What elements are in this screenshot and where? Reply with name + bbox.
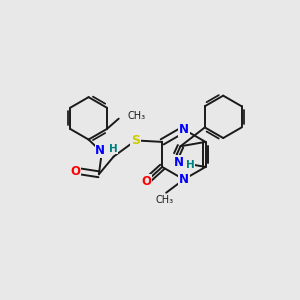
Text: N: N: [179, 173, 189, 186]
Text: H: H: [109, 144, 117, 154]
Text: O: O: [70, 165, 80, 178]
Text: S: S: [131, 134, 140, 147]
Text: N: N: [179, 123, 189, 136]
Text: CH₃: CH₃: [128, 111, 146, 121]
Text: H: H: [186, 160, 194, 170]
Text: O: O: [141, 175, 151, 188]
Text: CH₃: CH₃: [156, 195, 174, 205]
Text: N: N: [174, 156, 184, 169]
Text: N: N: [95, 144, 105, 157]
